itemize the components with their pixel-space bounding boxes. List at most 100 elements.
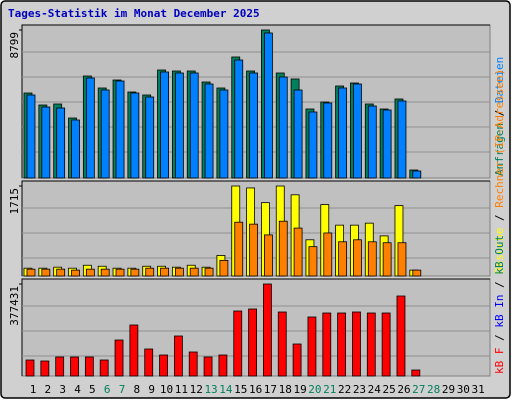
bar [71,269,80,277]
bar [26,268,36,277]
legend-entry: Besuche [493,228,506,274]
y-tick-label: 8799 [8,32,21,59]
bar [41,106,51,179]
bar [353,239,362,277]
bar [352,311,361,377]
x-tick-label: 27 [412,383,425,396]
bar [100,89,110,179]
bar [263,283,272,377]
bar [160,267,169,277]
bar [412,269,422,277]
bar [277,311,287,377]
x-tick-label: 12 [190,383,203,396]
x-tick-label: 21 [323,383,336,396]
panel-edge [21,278,490,376]
bar [203,356,213,377]
bar [173,335,183,377]
bar [382,109,392,179]
bar [99,359,109,377]
legend: Anfragen / Dateien [493,57,506,176]
bar [307,316,317,377]
bar [396,295,406,377]
legend-separator: / [493,275,506,295]
legend-separator: / [493,103,506,123]
bar [264,32,273,179]
x-tick-label: 2 [45,383,52,396]
bar [189,267,199,277]
bar [85,77,95,179]
x-tick-label: 28 [427,383,440,396]
chart-title: Tages-Statistik im Monat December 2025 [8,7,260,20]
bar [367,241,377,277]
bar [189,72,199,179]
bar [308,111,318,179]
bar [337,312,347,377]
bar [293,227,303,277]
x-tick-label: 14 [219,383,233,396]
bar [353,83,362,179]
bar [278,220,288,277]
legend: kB F / kB In / kB Out [493,235,506,374]
bar [293,89,303,179]
bar [248,308,257,377]
bar [25,359,35,377]
bar [382,242,392,277]
x-tick-label: 6 [104,383,111,396]
legend-separator: / [493,208,506,228]
bar [323,102,333,179]
bar [233,310,243,377]
bar [397,100,407,179]
bar [249,72,258,179]
bar [322,312,332,377]
x-tick-label: 30 [457,383,470,396]
x-tick-label: 15 [234,383,247,396]
bar [40,360,50,377]
bar [100,268,110,277]
x-tick-label: 10 [160,383,173,396]
bar [174,72,184,179]
x-tick-label: 26 [397,383,410,396]
legend-entry: Dateien [493,57,506,103]
bar [234,59,244,179]
x-tick-label: 19 [293,383,306,396]
bar [219,259,229,277]
bar [204,83,214,179]
x-tick-label: 25 [383,383,396,396]
bar [160,71,169,179]
bar [219,89,229,179]
bar [26,94,36,179]
y-tick-label: 377431 [8,286,21,326]
y-tick-label: 1715 [8,188,21,215]
bar [188,351,198,377]
x-tick-label: 22 [338,383,351,396]
x-tick-label: 13 [204,383,217,396]
bar [114,339,124,377]
bar [159,354,168,377]
bar [381,312,391,377]
bar [130,92,140,179]
panel-edge [21,180,490,276]
bar [292,343,302,377]
x-tick-label: 18 [279,383,292,396]
x-tick-label: 4 [74,383,81,396]
bar [338,87,348,179]
x-tick-label: 3 [59,383,66,396]
bar [174,267,184,277]
x-tick-label: 29 [442,383,455,396]
bar [338,241,348,277]
bar [323,232,333,277]
x-tick-label: 7 [119,383,126,396]
x-tick-label: 31 [472,383,485,396]
bar [85,268,95,277]
x-tick-label: 5 [89,383,96,396]
bar [411,369,421,377]
bar [249,223,258,277]
legend-entry: kB In [493,295,506,328]
bar [130,268,140,277]
x-tick-label: 17 [264,383,277,396]
bar [264,234,273,277]
legend-entry: kB F [493,348,506,375]
legend: Besuche / Rechner (IP-Adressen) [493,69,506,274]
